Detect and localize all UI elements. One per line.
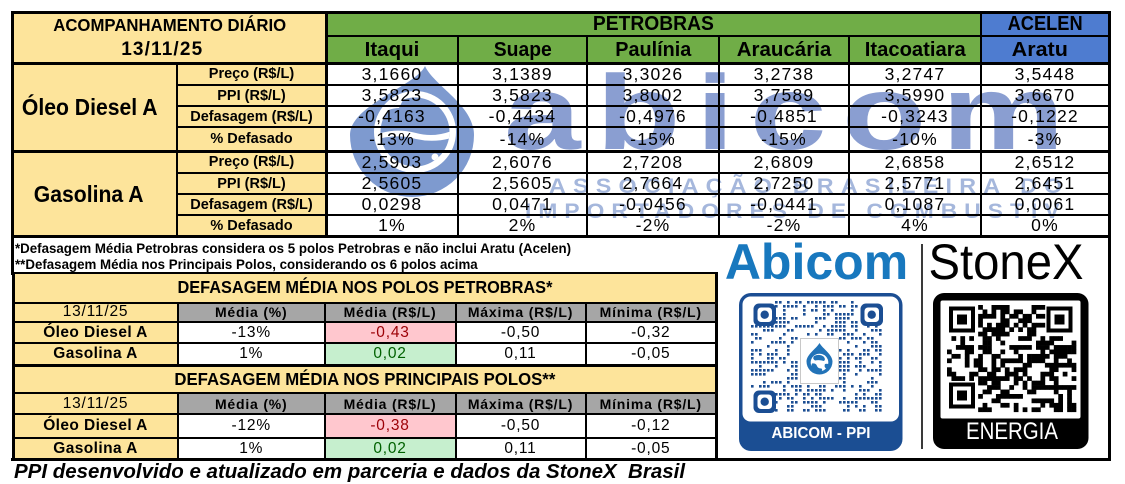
- svg-text:ENERGIA: ENERGIA: [966, 418, 1058, 445]
- svg-text:ASSOCIAÇÃO BRASILEIRA DOS: ASSOCIAÇÃO BRASILEIRA DOS: [549, 174, 1066, 198]
- svg-text:abicom: abicom: [504, 60, 1066, 172]
- svg-text:IMPORTADORES DE COMBUSTÍVEIS: IMPORTADORES DE COMBUSTÍVEIS: [525, 199, 1066, 223]
- svg-text:ABICOM - PPI: ABICOM - PPI: [771, 425, 870, 442]
